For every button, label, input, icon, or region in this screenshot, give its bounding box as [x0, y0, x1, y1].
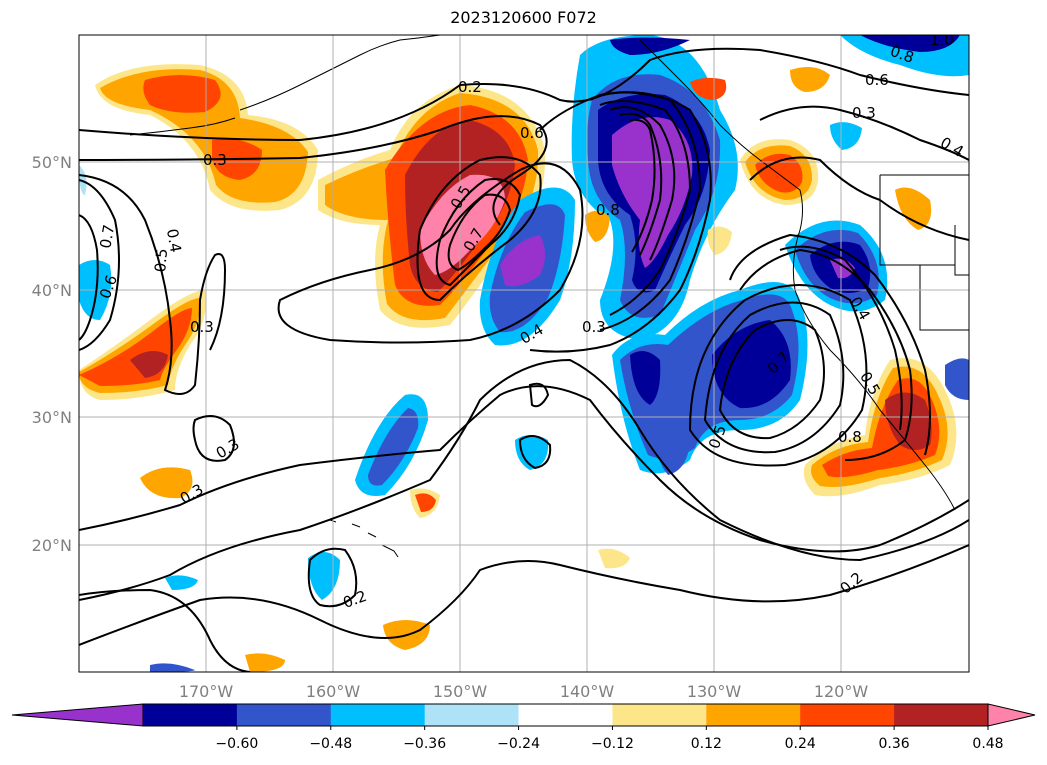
contour-label: 1.0 [930, 31, 954, 49]
lon-label: 130°W [687, 682, 742, 701]
colorbar [11, 703, 1036, 727]
contour-label: 0.7 [96, 223, 118, 250]
anomaly-negative-se [612, 220, 888, 474]
lat-label: 50°N [32, 153, 72, 172]
colorbar-extend-high [987, 703, 1036, 727]
colorbar-segment [800, 704, 895, 726]
map-content: 0.2 0.3 0.6 0.5 0.7 0.8 0.4 0.3 0.7 0.6 … [79, 31, 969, 672]
lon-label: 170°W [179, 682, 234, 701]
contour-label: 0.3 [190, 318, 214, 336]
contour-label: 0.3 [852, 104, 876, 122]
colorbar-label: −0.48 [309, 736, 352, 752]
colorbar-segment [236, 704, 332, 726]
colorbar-label: 0.36 [879, 736, 910, 752]
colorbar-label: 0.48 [972, 736, 1003, 752]
map-title: 2023120600 F072 [450, 8, 597, 27]
colorbar-segment [706, 704, 801, 726]
contour-label: 0.3 [203, 151, 227, 169]
contour-label: 0.3 [582, 318, 606, 336]
lon-label: 140°W [560, 682, 615, 701]
colorbar-segment [330, 704, 426, 726]
colorbar-label: −0.36 [403, 736, 446, 752]
colorbar-label: 0.24 [785, 736, 816, 752]
contour-label: 0.6 [520, 124, 544, 142]
contour-label: 0.5 [151, 248, 171, 273]
contour-label: 0.8 [596, 201, 620, 219]
map-frame [78, 34, 970, 673]
contour-label: 0.2 [458, 78, 482, 96]
colorbar-labels: −0.60 −0.48 −0.36 −0.24 −0.12 0.12 0.24 0.36 0.4… [215, 726, 1004, 752]
colorbar-segment [518, 704, 613, 726]
colorbar-segment [424, 704, 520, 726]
colorbar-label: −0.12 [591, 736, 634, 752]
coastlines [129, 35, 969, 558]
longitude-labels: 170°W 160°W 150°W 140°W 130°W 120°W [179, 682, 869, 701]
colorbar-segment [894, 704, 989, 726]
colorbar-segment [143, 704, 238, 726]
anomaly-positive-se [803, 358, 957, 497]
contour-label: 0.4 [163, 227, 185, 254]
lat-label: 30°N [32, 408, 72, 427]
contour-lines [79, 47, 969, 672]
lon-label: 160°W [306, 682, 361, 701]
contour-label: 0.6 [865, 71, 889, 89]
colorbar-label: −0.24 [497, 736, 540, 752]
colorbar-border [142, 703, 989, 727]
lon-label: 150°W [433, 682, 488, 701]
contour-label: 0.8 [838, 428, 862, 446]
colorbar-label: 0.12 [691, 736, 722, 752]
lat-label: 20°N [32, 536, 72, 555]
latitude-labels: 50°N 40°N 30°N 20°N [32, 153, 72, 555]
colorbar-label: −0.60 [215, 736, 258, 752]
colorbar-extend-low [11, 703, 144, 727]
lon-label: 120°W [814, 682, 869, 701]
colorbar-segment [612, 704, 707, 726]
lat-label: 40°N [32, 281, 72, 300]
